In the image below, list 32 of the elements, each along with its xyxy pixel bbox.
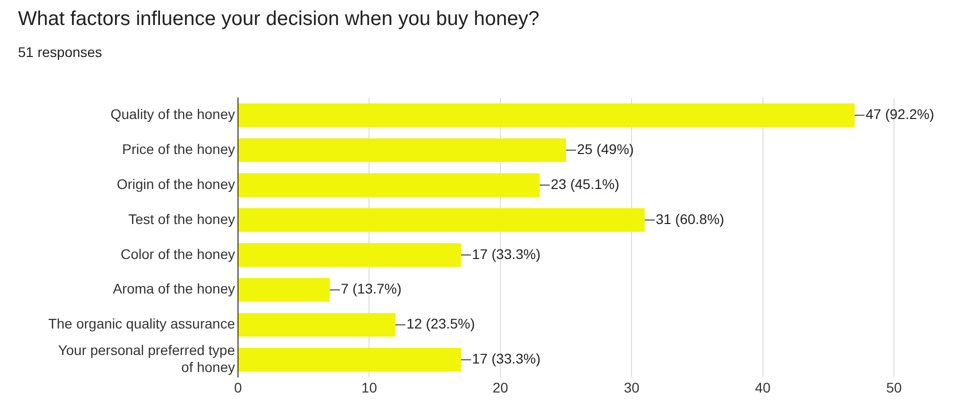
y-tick-label: Your personal preferred type of honey (58, 342, 236, 375)
bar (238, 173, 540, 197)
data-label: 25 (49%) (577, 141, 634, 158)
data-label: 7 (13.7%) (340, 280, 402, 297)
data-label: 47 (92.2%) (866, 106, 934, 122)
y-tick-label: Origin of the honey (116, 176, 235, 192)
y-tick-label: The organic quality assurance (48, 316, 236, 332)
data-label: 12 (23.5%) (406, 316, 475, 332)
data-label: 17 (33.3%) (472, 350, 541, 367)
y-tick-label: Aroma of the honey (112, 280, 235, 297)
x-tick-label: 30 (624, 379, 640, 396)
text: 51 responses (18, 44, 102, 60)
bar (238, 243, 462, 267)
data-label: 23 (45.1%) (550, 176, 620, 192)
x-tick-label: 20 (492, 379, 508, 396)
data-label: 31 (60.8%) (656, 210, 724, 227)
y-tick-label: Test of the honey (128, 210, 235, 227)
x-tick-label: 10 (361, 379, 378, 396)
y-tick-label: Price of the honey (122, 141, 235, 158)
bar (238, 138, 566, 162)
bar (238, 312, 396, 337)
bar (238, 208, 645, 232)
bar (238, 348, 462, 372)
data-label: 17 (33.3%) (472, 246, 541, 262)
x-tick-label: 40 (755, 379, 771, 396)
y-tick-label: Color of the honey (120, 246, 235, 262)
y-tick-label: Quality of the honey (110, 106, 235, 122)
x-tick-label: 50 (886, 379, 902, 396)
bar (238, 103, 855, 128)
bar (238, 278, 330, 302)
chart-title: What factors influence your decision when you buy honey? (18, 8, 540, 31)
x-tick-label: 0 (234, 379, 242, 396)
